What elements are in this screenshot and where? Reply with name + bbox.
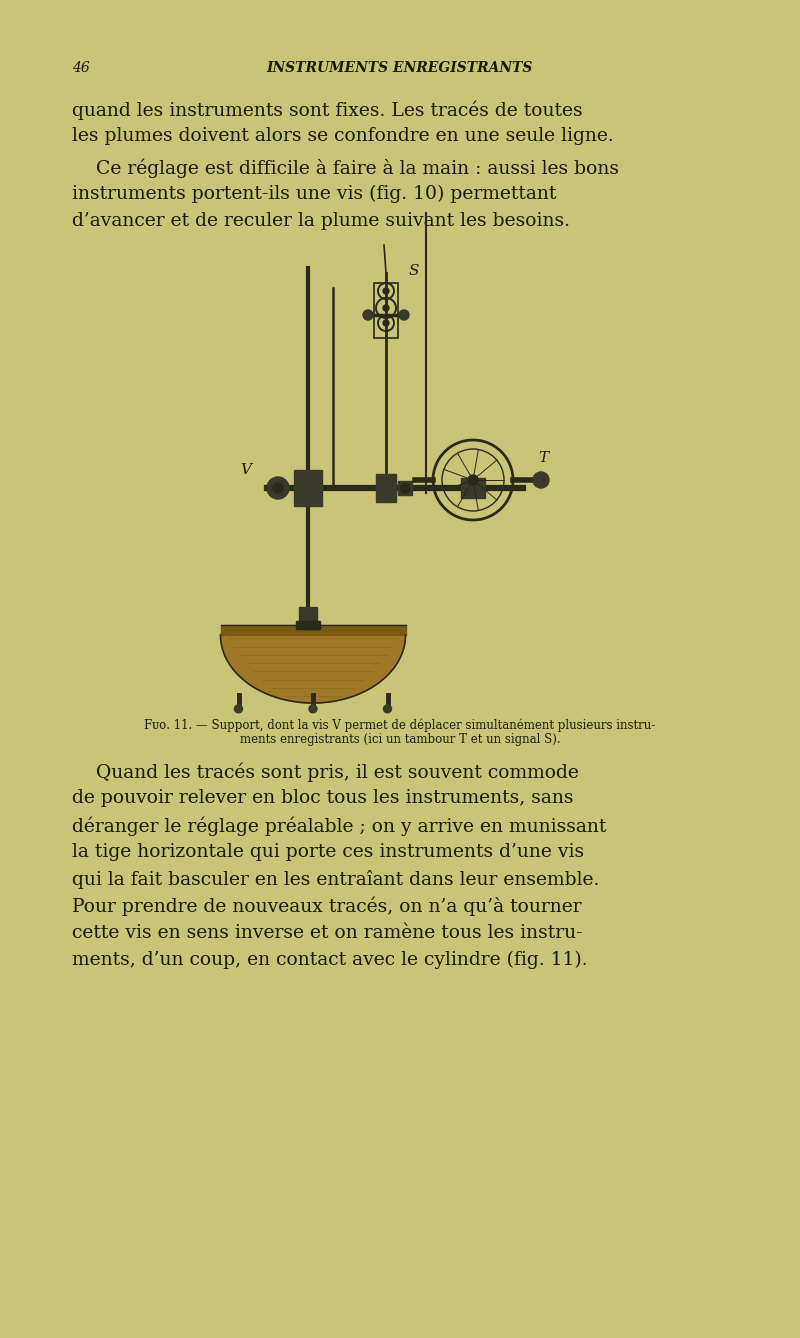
Circle shape	[383, 305, 389, 310]
Text: la tige horizontale qui porte ces instruments d’une vis: la tige horizontale qui porte ces instru…	[72, 843, 584, 860]
Bar	[398, 480, 412, 495]
Circle shape	[383, 320, 389, 326]
Circle shape	[383, 288, 389, 294]
Bar	[376, 474, 396, 502]
Circle shape	[400, 483, 410, 492]
Text: T: T	[538, 451, 548, 466]
Text: les plumes doivent alors se confondre en une seule ligne.: les plumes doivent alors se confondre en…	[72, 127, 614, 145]
Text: de pouvoir relever en bloc tous les instruments, sans: de pouvoir relever en bloc tous les inst…	[72, 789, 574, 807]
Text: S: S	[409, 264, 419, 278]
Text: V: V	[241, 463, 251, 478]
Text: INSTRUMENTS ENREGISTRANTS: INSTRUMENTS ENREGISTRANTS	[267, 62, 533, 75]
Text: déranger le réglage préalable ; on y arrive en munissant: déranger le réglage préalable ; on y arr…	[72, 816, 606, 835]
Bar	[461, 478, 485, 498]
Text: Fᴜᴏ. 11. — Support, dont la vis V permet de déplacer simultanément plusieurs ins: Fᴜᴏ. 11. — Support, dont la vis V permet…	[144, 719, 656, 732]
Circle shape	[533, 472, 549, 488]
Circle shape	[399, 310, 409, 320]
Circle shape	[383, 705, 391, 713]
Circle shape	[273, 483, 283, 492]
Text: 46: 46	[72, 62, 90, 75]
Bar	[374, 284, 398, 339]
Polygon shape	[221, 636, 406, 702]
Circle shape	[234, 705, 242, 713]
Text: instruments portent-ils une vis (fig. 10) permettant: instruments portent-ils une vis (fig. 10…	[72, 185, 556, 203]
Text: Ce réglage est difficile à faire à la main : aussi les bons: Ce réglage est difficile à faire à la ma…	[72, 158, 619, 178]
Circle shape	[309, 705, 317, 713]
Text: ments enregistrants (ici un tambour T et un signal S).: ments enregistrants (ici un tambour T et…	[240, 733, 560, 747]
Bar	[296, 621, 320, 629]
Text: d’avancer et de reculer la plume suivant les besoins.: d’avancer et de reculer la plume suivant…	[72, 211, 570, 230]
Circle shape	[468, 475, 478, 484]
Text: qui la fait basculer en les entraîant dans leur ensemble.: qui la fait basculer en les entraîant da…	[72, 870, 599, 888]
Text: ments, d’un coup, en contact avec le cylindre (fig. 11).: ments, d’un coup, en contact avec le cyl…	[72, 951, 588, 969]
Text: cette vis en sens inverse et on ramène tous les instru-: cette vis en sens inverse et on ramène t…	[72, 925, 582, 942]
Text: Pour prendre de nouveaux tracés, on n’a qu’à tourner: Pour prendre de nouveaux tracés, on n’a …	[72, 896, 582, 917]
Bar	[294, 470, 322, 506]
Circle shape	[267, 478, 289, 499]
Circle shape	[363, 310, 373, 320]
Bar	[221, 625, 406, 636]
Text: Quand les tracés sont pris, il est souvent commode: Quand les tracés sont pris, il est souve…	[72, 763, 579, 781]
Bar	[299, 607, 317, 629]
Text: quand les instruments sont fixes. Les tracés de toutes: quand les instruments sont fixes. Les tr…	[72, 100, 582, 119]
